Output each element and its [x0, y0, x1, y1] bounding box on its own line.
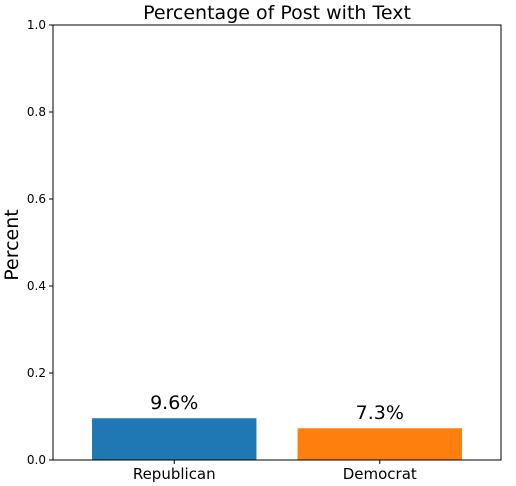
y-tick-label: 0.2	[27, 366, 46, 380]
bars-group	[92, 418, 462, 460]
y-ticks-group: 0.0 0.2 0.4 0.6 0.8 1.0	[27, 18, 53, 467]
bar-republican	[92, 418, 257, 460]
data-label: 9.6%	[150, 392, 198, 414]
bar-democrat	[297, 428, 462, 460]
data-labels-group: 9.6% 7.3%	[150, 392, 404, 424]
y-tick-label: 0.4	[27, 279, 46, 293]
y-tick-label: 0.8	[27, 105, 46, 119]
x-ticks-group: Republican Democrat	[133, 460, 417, 483]
plot-frame	[52, 24, 502, 461]
chart-title: Percentage of Post with Text	[143, 2, 411, 24]
y-axis-label: Percent	[1, 209, 23, 281]
x-tick-label: Democrat	[343, 465, 417, 483]
y-tick-label: 1.0	[27, 18, 46, 32]
y-tick-label: 0.0	[27, 453, 46, 467]
data-label: 7.3%	[356, 402, 404, 424]
y-tick-label: 0.6	[27, 192, 46, 206]
x-tick-label: Republican	[133, 465, 216, 483]
